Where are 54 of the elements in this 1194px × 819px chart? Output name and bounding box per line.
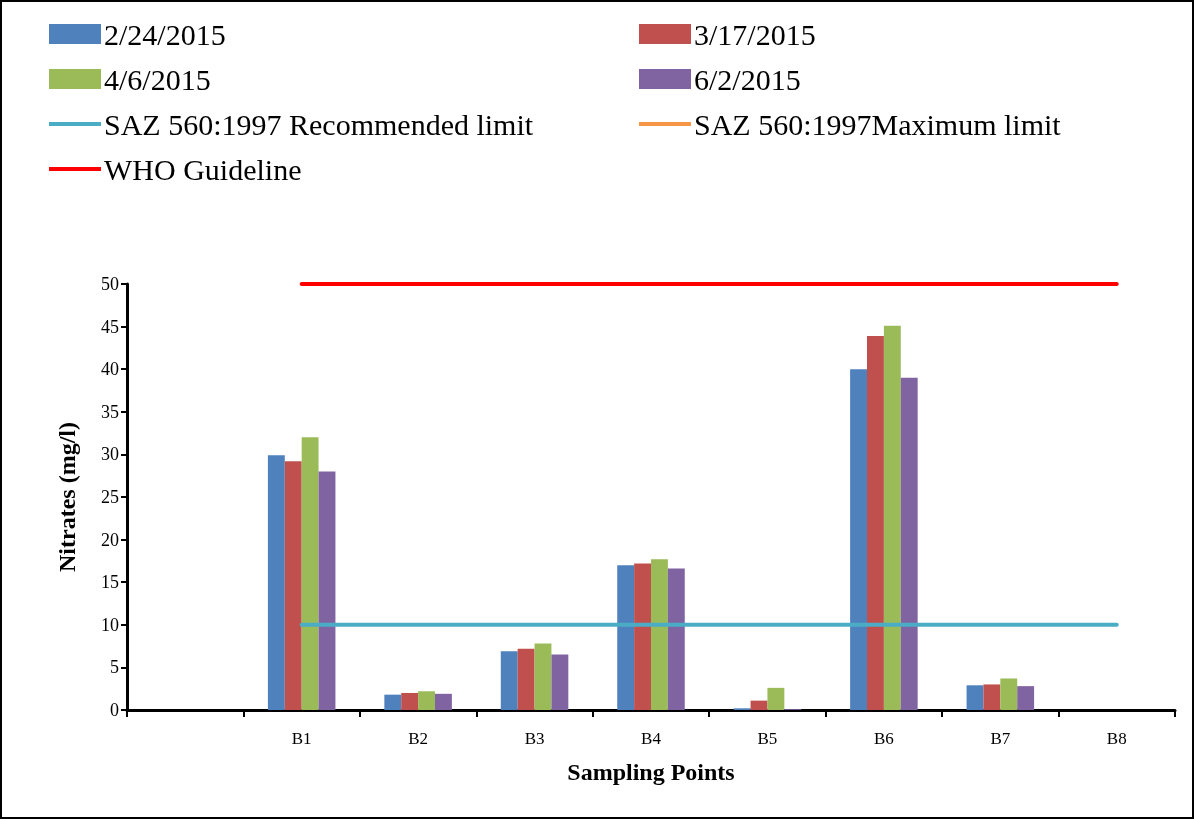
bar bbox=[750, 700, 768, 710]
x-tick-label: B6 bbox=[873, 729, 894, 748]
bar bbox=[900, 377, 918, 710]
bar bbox=[617, 565, 635, 710]
y-tick-label: 25 bbox=[101, 487, 119, 507]
bar bbox=[435, 693, 452, 710]
bar bbox=[767, 687, 785, 710]
x-tick-label: B4 bbox=[641, 729, 662, 748]
bar bbox=[850, 369, 867, 710]
bar bbox=[551, 654, 569, 710]
x-tick-label: B5 bbox=[757, 729, 778, 748]
bar bbox=[651, 559, 668, 710]
legend-label: 2/24/2015 bbox=[104, 17, 226, 51]
y-tick-label: 50 bbox=[101, 274, 119, 294]
bar bbox=[883, 325, 901, 710]
y-tick-label: 5 bbox=[110, 657, 119, 678]
x-tick-label: B1 bbox=[291, 729, 312, 748]
y-tick-label: 0 bbox=[110, 700, 119, 720]
bar bbox=[1000, 678, 1018, 710]
x-tick-label: B2 bbox=[408, 729, 429, 748]
bar bbox=[634, 563, 651, 710]
y-tick-label: 35 bbox=[101, 401, 119, 422]
bar bbox=[301, 437, 319, 710]
y-tick-label: 20 bbox=[101, 529, 119, 550]
bar bbox=[318, 471, 336, 710]
bar bbox=[667, 568, 685, 710]
bar bbox=[534, 643, 552, 710]
bar bbox=[384, 694, 402, 710]
legend-label: 4/6/2015 bbox=[104, 62, 211, 96]
bar bbox=[418, 691, 435, 710]
x-tick-label: B7 bbox=[990, 729, 1011, 748]
bar bbox=[1017, 686, 1035, 710]
bar bbox=[500, 651, 518, 710]
legend-label: SAZ 560:1997Maximum limit bbox=[694, 107, 1062, 141]
bar bbox=[983, 684, 1001, 710]
y-tick-label: 45 bbox=[101, 316, 119, 337]
x-tick-label: B8 bbox=[1106, 729, 1127, 748]
bar bbox=[267, 455, 285, 710]
legend-label: 6/2/2015 bbox=[694, 62, 801, 96]
x-tick-label: B3 bbox=[524, 729, 545, 748]
legend-label: SAZ 560:1997 Recommended limit bbox=[104, 107, 534, 141]
y-tick-label: 30 bbox=[101, 444, 119, 465]
y-tick-label: 15 bbox=[101, 572, 119, 593]
bar bbox=[284, 461, 302, 710]
bar bbox=[517, 648, 535, 710]
bar bbox=[401, 692, 419, 710]
bar bbox=[867, 335, 884, 710]
y-tick-label: 40 bbox=[101, 359, 119, 380]
legend-label: WHO Guideline bbox=[104, 152, 302, 186]
x-axis-title: Sampling Points bbox=[567, 759, 735, 785]
y-tick-label: 10 bbox=[101, 614, 119, 635]
bar bbox=[966, 685, 984, 710]
legend-label: 3/17/2015 bbox=[694, 17, 816, 51]
y-axis-title: Nitrates (mg/l) bbox=[54, 422, 80, 572]
